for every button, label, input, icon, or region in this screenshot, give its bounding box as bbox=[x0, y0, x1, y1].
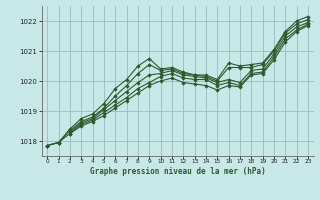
X-axis label: Graphe pression niveau de la mer (hPa): Graphe pression niveau de la mer (hPa) bbox=[90, 167, 266, 176]
